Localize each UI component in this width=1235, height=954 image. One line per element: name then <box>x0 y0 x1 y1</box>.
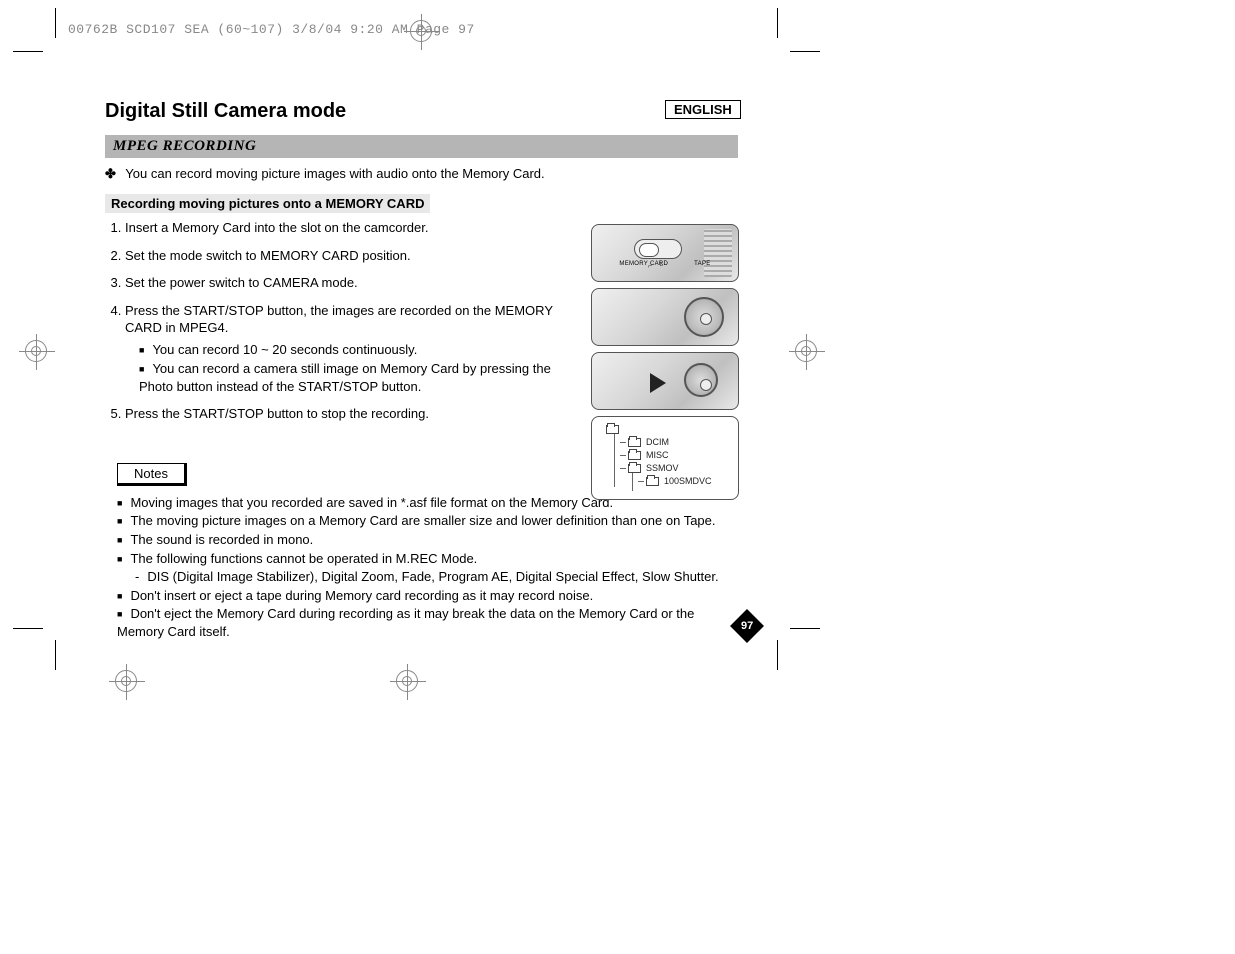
crop-mark <box>55 8 56 38</box>
intro-line: ✤ You can record moving picture images w… <box>105 166 738 182</box>
crop-mark <box>777 640 778 670</box>
note-item: The moving picture images on a Memory Ca… <box>117 512 738 530</box>
note-sub-item: DIS (Digital Image Stabilizer), Digital … <box>135 568 738 586</box>
figure-folder-tree: DCIM MISC SSMOV 100SMDVC <box>591 416 739 500</box>
mode-slider-icon <box>634 239 682 259</box>
tree-connector <box>614 431 615 487</box>
folder-icon <box>628 464 641 473</box>
note-item: Don't insert or eject a tape during Memo… <box>117 587 738 605</box>
intro-text: You can record moving picture images wit… <box>125 166 544 181</box>
crop-mark <box>790 628 820 629</box>
step-text: Insert a Memory Card into the slot on th… <box>125 220 428 235</box>
note-item: The following functions cannot be operat… <box>117 550 738 568</box>
step-text: Set the power switch to CAMERA mode. <box>125 275 358 290</box>
folder-tree: DCIM MISC SSMOV 100SMDVC <box>592 417 738 486</box>
power-dial-icon <box>684 297 724 337</box>
tape-label: TAPE <box>694 261 710 267</box>
tree-label: 100SMDVC <box>664 476 712 486</box>
tree-connector <box>620 455 626 456</box>
folder-icon <box>646 477 659 486</box>
folder-icon <box>628 451 641 460</box>
tree-label: MISC <box>646 450 669 460</box>
memory-card-label: MEMORY CARD <box>619 261 668 267</box>
crop-mark <box>790 51 820 52</box>
page-number: 97 <box>741 620 753 632</box>
page-title: Digital Still Camera mode <box>105 100 738 123</box>
tree-item: DCIM <box>620 437 738 447</box>
tree-root <box>606 425 738 434</box>
step-text: Press the START/STOP button, the images … <box>125 303 553 336</box>
registration-mark <box>396 670 418 692</box>
registration-mark <box>25 340 47 362</box>
figure-start-stop <box>591 352 739 410</box>
registration-mark <box>795 340 817 362</box>
crop-mark <box>777 8 778 38</box>
tree-item: SSMOV <box>620 463 738 473</box>
registration-mark <box>410 20 432 42</box>
crop-mark <box>13 628 43 629</box>
folder-icon <box>606 425 619 434</box>
tree-item: 100SMDVC <box>638 476 738 486</box>
play-triangle-icon <box>650 373 666 393</box>
rec-button-icon <box>684 363 718 397</box>
figure-column: ⌐ └ MEMORY CARD TAPE DCIM M <box>591 224 741 506</box>
notes-heading-box: Notes <box>117 463 187 486</box>
tree-connector <box>620 442 626 443</box>
folder-icon <box>628 438 641 447</box>
step-text: Set the mode switch to MEMORY CARD posit… <box>125 248 411 263</box>
step-sub-item: You can record 10 ~ 20 seconds continuou… <box>139 341 588 359</box>
tree-item: MISC <box>620 450 738 460</box>
crop-mark <box>13 51 43 52</box>
figure-power-dial <box>591 288 739 346</box>
figure-mode-switch: ⌐ └ MEMORY CARD TAPE <box>591 224 739 282</box>
crop-mark <box>55 640 56 670</box>
tree-label: DCIM <box>646 437 669 447</box>
step-text: Press the START/STOP button to stop the … <box>125 406 429 421</box>
note-item: Don't eject the Memory Card during recor… <box>117 605 738 640</box>
notes-list: Moving images that you recorded are save… <box>117 494 738 640</box>
tree-connector <box>620 468 626 469</box>
step-sub-item: You can record a camera still image on M… <box>139 360 588 395</box>
mode-switch-labels: MEMORY CARD TAPE <box>592 261 738 267</box>
camcorder-grip-icon <box>704 229 732 277</box>
tree-connector <box>638 481 644 482</box>
note-item: The sound is recorded in mono. <box>117 531 738 549</box>
subheading: Recording moving pictures onto a MEMORY … <box>105 194 430 213</box>
tree-label: SSMOV <box>646 463 679 473</box>
step-sub-list: You can record 10 ~ 20 seconds continuou… <box>139 341 588 396</box>
section-heading-bar: MPEG RECORDING <box>105 135 738 158</box>
intro-bullet-icon: ✤ <box>105 166 116 181</box>
registration-mark <box>115 670 137 692</box>
